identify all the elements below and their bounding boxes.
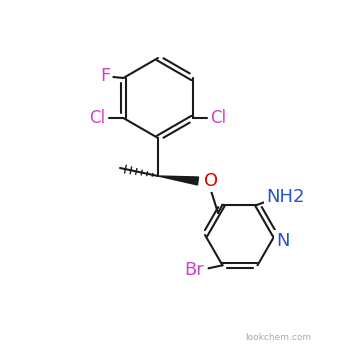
Text: lookchem.com: lookchem.com	[245, 333, 311, 342]
Text: NH2: NH2	[266, 188, 305, 206]
Text: O: O	[204, 172, 218, 190]
Text: Br: Br	[185, 261, 204, 279]
Text: F: F	[100, 67, 111, 85]
Text: Cl: Cl	[211, 109, 227, 127]
Text: Cl: Cl	[89, 109, 105, 127]
Polygon shape	[158, 176, 198, 185]
Text: N: N	[276, 232, 290, 250]
